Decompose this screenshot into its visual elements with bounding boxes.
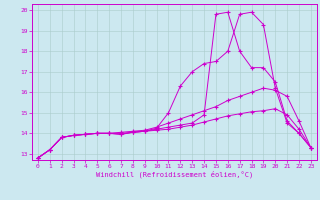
X-axis label: Windchill (Refroidissement éolien,°C): Windchill (Refroidissement éolien,°C) — [96, 171, 253, 178]
